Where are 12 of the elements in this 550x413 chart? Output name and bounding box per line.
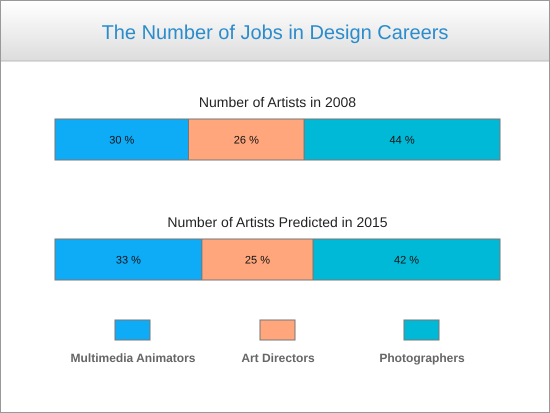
data-label: 26 %: [234, 134, 260, 146]
data-label: 30 %: [109, 134, 134, 146]
data-label: 42 %: [394, 254, 420, 266]
data-label: 44 %: [390, 134, 415, 146]
legend-label: Art Directors: [241, 351, 315, 365]
data-label: 25 %: [244, 254, 270, 266]
y-tick-label: Number of Artists Predicted in 2015: [167, 214, 388, 230]
chart-title: The Number of Jobs in Design Careers: [102, 22, 448, 44]
y-tick-label: Number of Artists in 2008: [198, 94, 356, 110]
legend-label: Multimedia Animators: [70, 351, 196, 365]
legend-label: Photographers: [379, 351, 465, 365]
data-label: 33 %: [116, 254, 142, 266]
